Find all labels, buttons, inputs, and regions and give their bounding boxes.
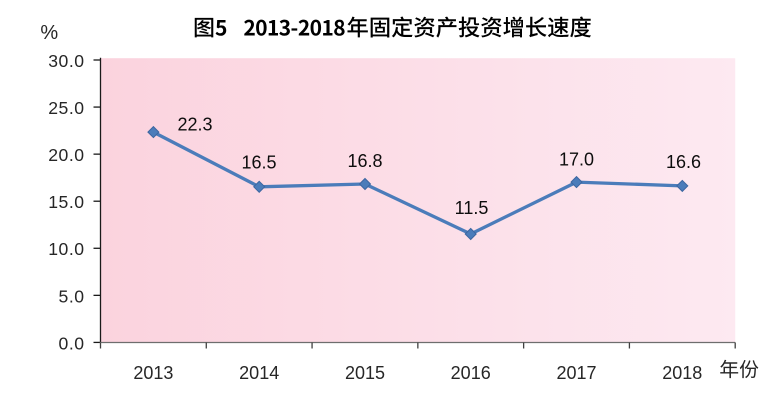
svg-text:10.0: 10.0: [48, 239, 84, 259]
svg-text:2015: 2015: [345, 363, 385, 383]
svg-text:22.3: 22.3: [177, 114, 212, 134]
svg-text:2013: 2013: [133, 363, 173, 383]
svg-text:2016: 2016: [451, 363, 491, 383]
svg-text:11.5: 11.5: [455, 198, 489, 218]
svg-text:17.0: 17.0: [559, 150, 594, 170]
svg-text:5.0: 5.0: [59, 286, 85, 306]
svg-text:25.0: 25.0: [48, 98, 84, 118]
svg-text:%: %: [40, 22, 58, 44]
svg-text:15.0: 15.0: [48, 192, 84, 212]
svg-text:16.5: 16.5: [241, 152, 276, 172]
svg-text:2017: 2017: [556, 363, 596, 383]
svg-text:30.0: 30.0: [48, 51, 84, 71]
svg-text:16.8: 16.8: [347, 151, 382, 171]
svg-text:0.0: 0.0: [59, 333, 85, 353]
svg-text:16.6: 16.6: [666, 152, 701, 172]
svg-text:2018: 2018: [662, 363, 702, 383]
svg-text:20.0: 20.0: [48, 145, 84, 165]
svg-text:2014: 2014: [239, 363, 279, 383]
